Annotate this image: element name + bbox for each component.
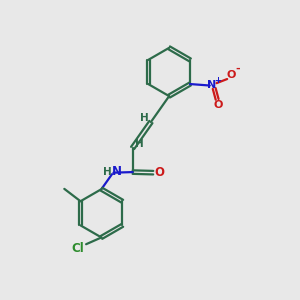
Text: -: -: [236, 63, 240, 74]
Text: O: O: [155, 166, 165, 179]
Text: H: H: [140, 113, 149, 124]
Text: N: N: [112, 165, 122, 178]
Text: +: +: [214, 76, 221, 85]
Text: Cl: Cl: [71, 242, 84, 254]
Text: H: H: [135, 140, 143, 149]
Text: N: N: [207, 80, 217, 90]
Text: O: O: [226, 70, 236, 80]
Text: H: H: [103, 167, 112, 177]
Text: O: O: [213, 100, 222, 110]
